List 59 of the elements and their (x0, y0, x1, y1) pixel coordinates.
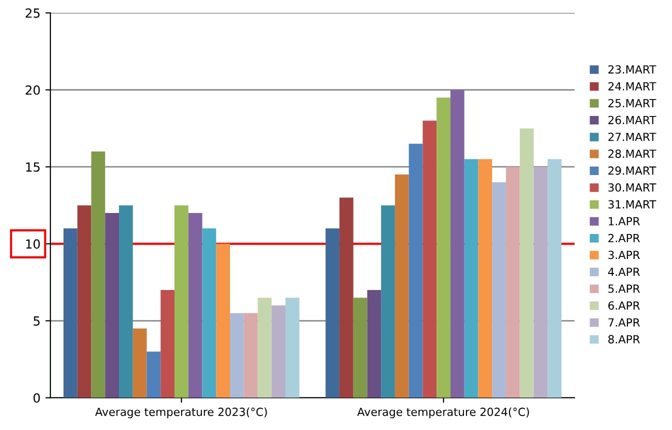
bar (91, 151, 106, 398)
bar (258, 298, 272, 398)
y-tick-label: 0 (34, 393, 40, 403)
bar (339, 198, 354, 398)
legend-label: 8.APR (608, 335, 640, 344)
bar (272, 305, 286, 398)
bar (408, 144, 423, 398)
bar (436, 98, 450, 398)
legend-label: 26.MART (608, 116, 656, 124)
y-tick-label: 20 (26, 85, 40, 95)
bar (394, 174, 409, 398)
bar (450, 90, 464, 398)
legend-label: 3.APR (608, 250, 640, 260)
y-tick-label: 15 (26, 162, 40, 172)
bar (202, 228, 216, 398)
bar (160, 290, 175, 398)
legend-label: 30.MART (608, 183, 656, 192)
bar (230, 313, 244, 398)
bar (216, 244, 230, 398)
bar (506, 166, 520, 398)
bar (77, 205, 92, 398)
legend-label: 6.APR (608, 301, 640, 310)
bar (119, 205, 133, 398)
y-tick-label: 5 (34, 316, 40, 326)
legend-label: 27.MART (608, 132, 656, 141)
bar (353, 298, 368, 398)
legend-label: 23.MART (608, 65, 656, 74)
bar (478, 159, 492, 398)
y-tick-label: 10 (26, 239, 40, 249)
legend-label: 4.APR (608, 268, 640, 276)
legend-label: 2.APR (608, 234, 640, 242)
legend-label: 1.APR (608, 217, 640, 226)
bar (64, 228, 78, 398)
legend-label: 29.MART (608, 166, 656, 175)
bar (520, 128, 534, 398)
bar (534, 166, 548, 398)
bar (188, 213, 202, 398)
x-tick-label: Average temperature 2023(°C) (95, 407, 267, 418)
bar (326, 228, 340, 398)
legend-label: 25.MART (608, 98, 656, 108)
bar (381, 205, 395, 398)
bar (492, 182, 506, 398)
bar (146, 352, 161, 398)
legend-label: 31.MART (608, 200, 656, 209)
legend-label: 24.MART (608, 82, 656, 90)
bar (174, 205, 188, 398)
legend-label: 5.APR (608, 284, 640, 293)
bar (464, 159, 478, 398)
bar (286, 298, 300, 398)
bar (244, 313, 258, 398)
bar (367, 290, 382, 398)
bar (548, 159, 562, 398)
x-tick-label: Average temperature 2024(°C) (357, 407, 529, 418)
bar (132, 328, 147, 398)
bar (105, 213, 120, 398)
y-tick-label: 25 (26, 8, 40, 18)
legend-label: 7.APR (608, 318, 640, 326)
legend-label: 28.MART (608, 150, 656, 158)
bar (422, 120, 437, 398)
